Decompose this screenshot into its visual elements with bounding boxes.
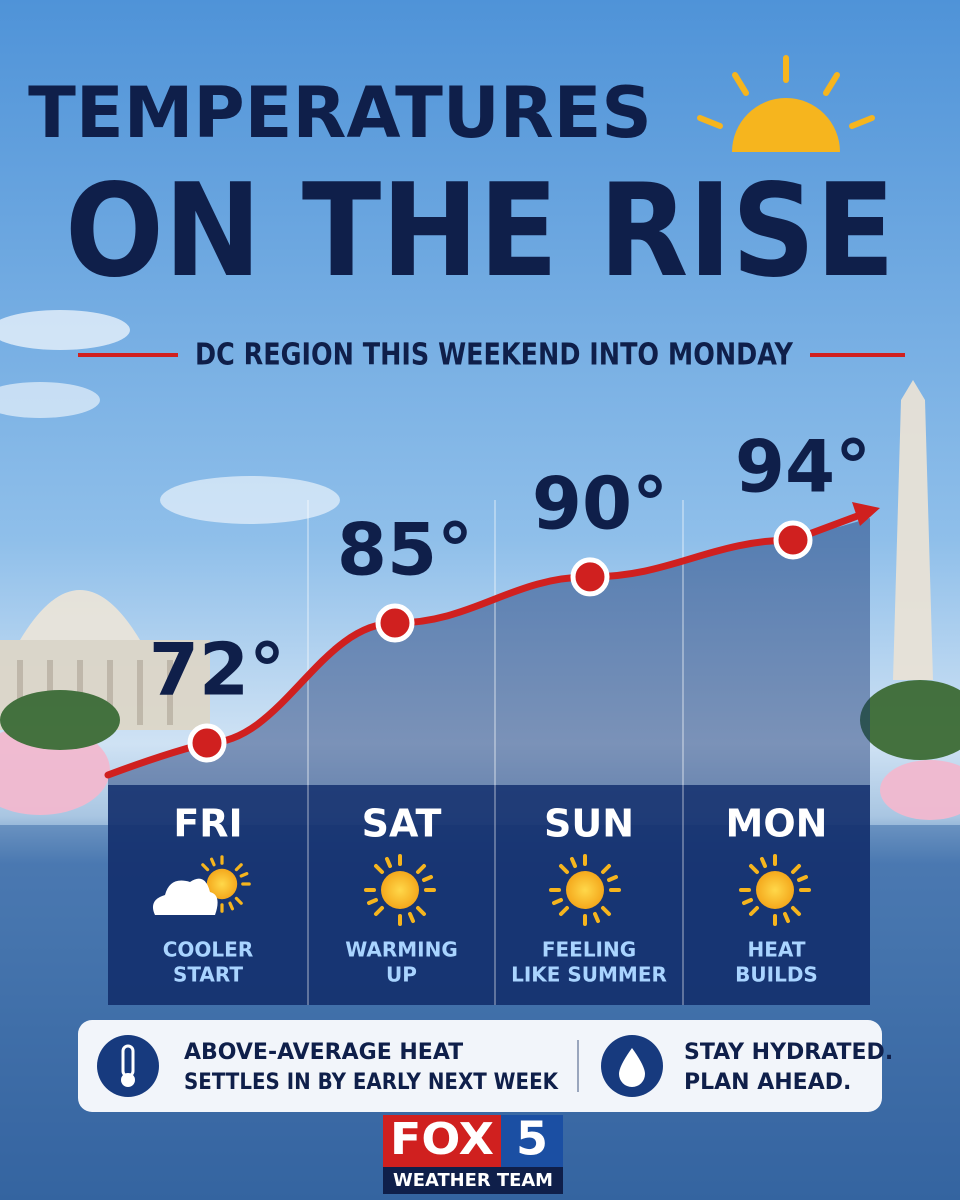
day-label: SUN — [544, 802, 634, 846]
info-text: SETTLES IN BY EARLY NEXT WEEK — [184, 1070, 559, 1095]
point — [773, 520, 813, 560]
info-text: STAY HYDRATED. — [684, 1040, 893, 1065]
day-note: BUILDS — [735, 963, 818, 987]
day-note: COOLER — [163, 938, 254, 962]
point — [187, 723, 227, 763]
logo-team: WEATHER TEAM — [393, 1170, 553, 1191]
trend-area — [108, 518, 870, 785]
day-note: START — [173, 963, 243, 987]
title: ON THE RISE — [65, 157, 895, 306]
logo-channel: 5 — [516, 1112, 548, 1166]
day-note: WARMING — [345, 938, 458, 962]
point — [570, 557, 610, 597]
trend-line — [203, 536, 797, 747]
thermometer-icon — [121, 1073, 135, 1087]
thermometer-icon — [97, 1035, 159, 1097]
day-note: HEAT — [748, 938, 806, 962]
logo-box — [501, 1115, 563, 1167]
logo-box — [383, 1115, 501, 1167]
day-note: FEELING — [542, 938, 636, 962]
day-label: SAT — [362, 802, 442, 846]
info-text: ABOVE-AVERAGE HEAT — [184, 1040, 463, 1065]
value-label: 90° — [532, 461, 668, 545]
day-note: LIKE SUMMER — [511, 963, 667, 987]
day-cards — [108, 785, 870, 1005]
value-label: 72° — [149, 628, 285, 712]
day-label: MON — [726, 802, 828, 846]
value-label: 94° — [735, 425, 871, 509]
point — [375, 603, 415, 643]
subtitle: DC REGION THIS WEEKEND INTO MONDAY — [195, 338, 794, 373]
info-text: PLAN AHEAD. — [684, 1070, 851, 1095]
logo-box — [383, 1167, 563, 1194]
day-label: FRI — [173, 802, 242, 846]
logo-brand: FOX — [390, 1114, 494, 1165]
title: TEMPERATURES — [28, 72, 652, 154]
sun-decor — [697, 55, 875, 152]
weather-icons — [152, 854, 811, 926]
value-label: 85° — [337, 508, 473, 592]
info-bar — [78, 1020, 882, 1112]
day-note: UP — [386, 963, 417, 987]
trend-arrow — [852, 502, 880, 526]
drop-icon — [619, 1048, 645, 1087]
